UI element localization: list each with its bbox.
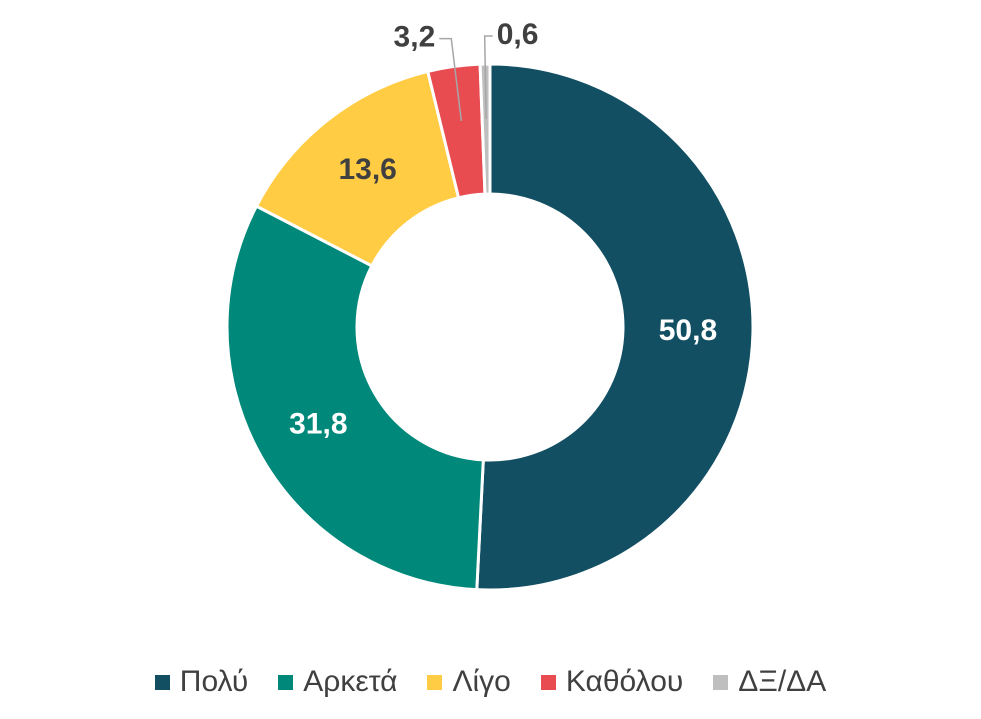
- legend-swatch: [427, 674, 443, 690]
- slice-ligo: [254, 69, 461, 268]
- legend-label: Καθόλου: [565, 665, 684, 698]
- slice-dx-da: [478, 62, 492, 196]
- data-label-arketa: 31,8: [289, 408, 347, 441]
- leader-line-dx-da: [483, 35, 493, 120]
- legend-label: ΔΞ/ΔΑ: [738, 665, 827, 698]
- legend-swatch: [713, 674, 729, 690]
- leader-line-katholou: [439, 37, 463, 122]
- legend-item-poly: Πολύ: [154, 665, 249, 699]
- data-label-dx-da: 0,6: [497, 18, 539, 51]
- chart-slices: [225, 62, 755, 592]
- legend-item-katholou: Καθόλου: [540, 665, 684, 699]
- data-label-poly: 50,8: [659, 314, 717, 347]
- legend-swatch: [278, 674, 294, 690]
- data-label-katholou: 3,2: [394, 21, 436, 54]
- legend: Πολύ Αρκετά Λίγο Καθόλου ΔΞ/ΔΑ: [0, 662, 981, 702]
- legend-label: Λίγο: [452, 665, 511, 698]
- legend-label: Πολύ: [179, 665, 249, 698]
- data-label-ligo: 13,6: [338, 153, 396, 186]
- legend-swatch: [154, 674, 170, 690]
- legend-item-dx-da: ΔΞ/ΔΑ: [713, 665, 826, 699]
- slice-poly: [475, 62, 755, 592]
- slice-arketa: [225, 204, 485, 592]
- legend-swatch: [540, 674, 556, 690]
- chart-data-labels: 50,8 31,8 13,6 3,2 0,6: [289, 18, 717, 441]
- chart-leader-lines: [439, 35, 493, 122]
- legend-item-ligo: Λίγο: [427, 665, 511, 699]
- legend-label: Αρκετά: [303, 665, 398, 698]
- legend-item-arketa: Αρκετά: [278, 665, 397, 699]
